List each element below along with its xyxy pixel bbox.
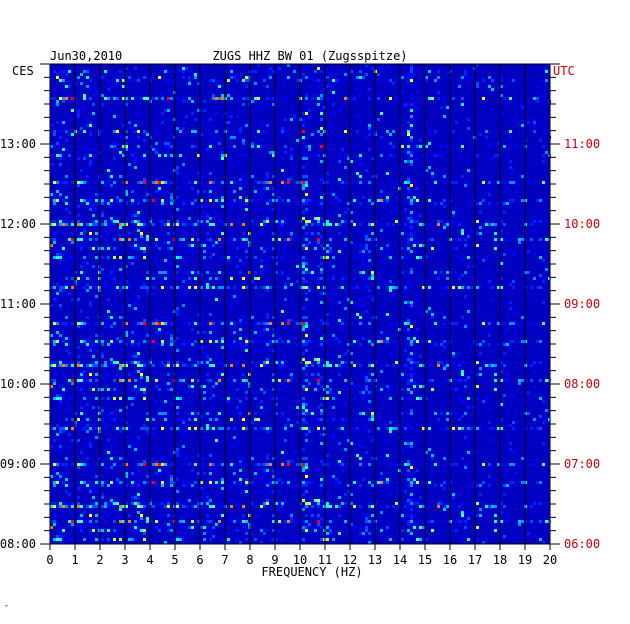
x-tick-label: 11	[318, 553, 332, 567]
right-time-label: 10:00	[564, 217, 600, 231]
x-tick-label: 4	[146, 553, 153, 567]
x-tick-label: 7	[221, 553, 228, 567]
x-tick-label: 13	[368, 553, 382, 567]
x-tick-label: 5	[171, 553, 178, 567]
x-tick-label: 1	[71, 553, 78, 567]
left-time-axis: 13:00 12:00 11:00 10:00 09:00 08:00	[0, 137, 36, 551]
footer-mark: ″	[4, 604, 9, 613]
x-tick-label: 8	[246, 553, 253, 567]
right-time-axis: 11:00 10:00 09:00 08:00 07:00 06:00	[564, 137, 600, 551]
left-time-label: 11:00	[0, 297, 36, 311]
x-tick-label: 17	[468, 553, 482, 567]
x-tick-label: 18	[493, 553, 507, 567]
x-tick-label: 3	[121, 553, 128, 567]
x-tick-label: 16	[443, 553, 457, 567]
x-tick-label: 0	[46, 553, 53, 567]
chart-date: Jun30,2010	[50, 49, 122, 63]
x-tick-label: 14	[393, 553, 407, 567]
left-time-label: 13:00	[0, 137, 36, 151]
x-axis-label: FREQUENCY (HZ)	[261, 565, 362, 579]
right-time-label: 08:00	[564, 377, 600, 391]
right-time-label: 09:00	[564, 297, 600, 311]
left-zone-label: CES	[12, 64, 34, 78]
x-tick-label: 9	[271, 553, 278, 567]
x-axis: 0 1 2 3 4 5 6 7 8 9 10 11 12 13 14 15 16 17 18 19 20	[46, 544, 557, 567]
chart-title: ZUGS HHZ BW 01 (Zugsspitze)	[212, 49, 407, 63]
x-tick-label: 19	[518, 553, 532, 567]
right-time-label: 06:00	[564, 537, 600, 551]
left-time-label: 08:00	[0, 537, 36, 551]
right-zone-label: UTC	[553, 64, 575, 78]
left-time-label: 12:00	[0, 217, 36, 231]
right-time-label: 07:00	[564, 457, 600, 471]
x-tick-label: 10	[293, 553, 307, 567]
left-time-label: 09:00	[0, 457, 36, 471]
right-time-label: 11:00	[564, 137, 600, 151]
x-tick-label: 20	[543, 553, 557, 567]
x-tick-label: 12	[343, 553, 357, 567]
left-time-label: 10:00	[0, 377, 36, 391]
x-tick-label: 6	[196, 553, 203, 567]
x-tick-label: 15	[418, 553, 432, 567]
x-tick-label: 2	[96, 553, 103, 567]
